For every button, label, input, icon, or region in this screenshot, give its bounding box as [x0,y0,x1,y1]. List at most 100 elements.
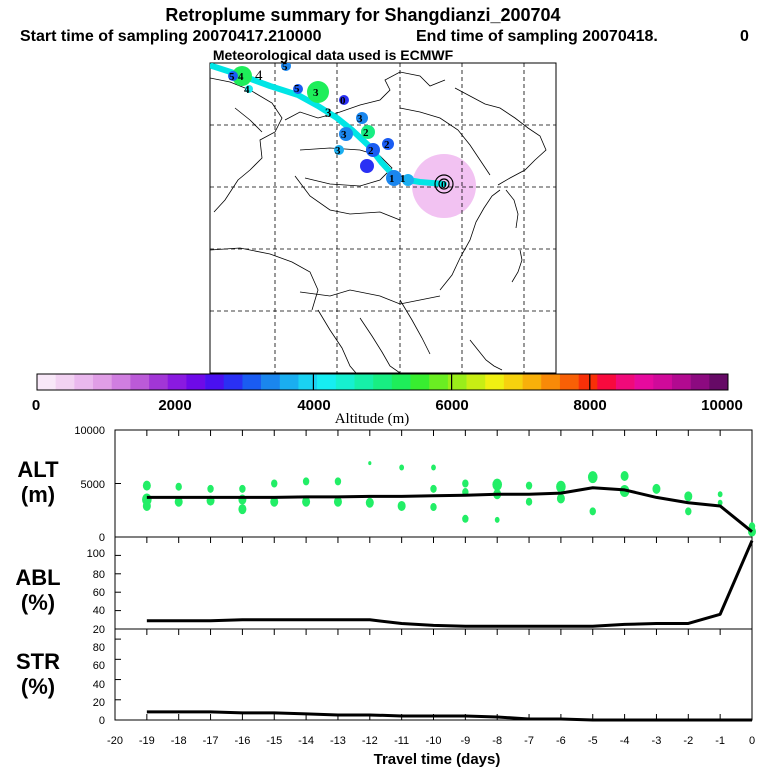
track-label: 3 [341,129,347,141]
alt-cluster-point [271,479,278,488]
alt-cluster-point [587,471,598,484]
colorbar-swatch [186,374,206,390]
colorbar-swatch [466,374,486,390]
colorbar-swatch [298,374,318,390]
colorbar-swatch [485,374,505,390]
x-tick-label: 0 [749,735,755,747]
alt-cluster-point [175,482,182,491]
str-panel-label: STR [16,649,60,674]
x-tick-label: -8 [492,735,502,747]
colorbar-swatch [578,374,598,390]
colorbar-swatch [671,374,691,390]
track-label: 4 [255,68,263,84]
day-marker [334,145,344,155]
abl-ytick: 100 [87,548,105,560]
day-marker [382,138,394,150]
alt-cluster-point [525,481,533,490]
x-tick-label: -16 [234,735,250,747]
alt-cluster-point [556,493,565,504]
x-tick-label: -19 [139,735,155,747]
abl-panel-frame [114,536,753,630]
alt-cluster-point [685,507,692,516]
track-label: 3 [335,145,341,157]
abl-panel-unit: (%) [21,590,55,615]
abl-ytick: 80 [93,569,105,581]
colorbar-swatch [522,374,542,390]
axis-ticks [114,429,753,721]
track-label: 0 [340,95,346,107]
colorbar-swatch [55,374,75,390]
day-marker [356,112,368,124]
alt-cluster-point [399,464,405,471]
alt-ytick: 5000 [81,479,105,491]
colorbar-tick: 0 [32,397,40,414]
x-tick-label: -13 [330,735,346,747]
day-marker [293,84,303,94]
alt-panel-label: ALT [17,457,59,482]
colorbar-swatch [93,374,113,390]
colorbar-swatch [653,374,673,390]
alt-cluster-point [525,497,533,506]
alt-cluster-point [142,480,151,491]
map-frame [209,62,557,374]
track-label: 4 [244,84,250,96]
x-tick-label: -9 [460,735,470,747]
str-ytick: 0 [99,715,105,727]
abl-yticks: 100 80 60 40 20 [87,548,105,636]
x-axis-label: Travel time (days) [374,751,501,768]
alt-cluster-point [556,480,566,493]
x-tick-label: -3 [652,735,662,747]
alt-cluster-point [620,471,629,482]
x-tick-label: -1 [715,735,725,747]
alt-cluster-point [652,483,661,494]
colorbar-swatch [541,374,561,390]
map-coastlines [210,71,547,373]
alt-cluster-point [365,497,374,508]
alt-scatter [142,461,756,537]
colorbar-frame [36,373,729,391]
alt-cluster-point [462,514,469,523]
colorbar-swatch [261,374,281,390]
x-tick-labels: -20 -19 -18 -17 -16 -15 -14 -13 -12 -11 -10 -9 -8 -7-… [107,735,755,747]
x-tick-label: -5 [588,735,598,747]
release-marker-inner [438,178,450,190]
colorbar-swatch [709,374,729,390]
alt-cluster-point [239,484,246,493]
alt-cluster-point [238,504,247,515]
alt-ytick: 0 [99,532,105,544]
panel-lines [146,486,754,722]
x-tick-label: -20 [107,735,123,747]
alt-cluster-point [684,491,693,502]
colorbar-swatch [447,374,467,390]
alt-panel-unit: (m) [21,482,55,507]
alt-cluster-point [494,516,500,523]
abl-ytick: 20 [93,624,105,636]
colorbar-ticks: 0 2000 4000 6000 8000 10000 [32,397,743,414]
str-panel-frame [114,628,753,721]
str-ytick: 40 [93,679,105,691]
colorbar-tick: 10000 [701,397,743,414]
colorbar-swatch [279,374,299,390]
colorbar-swatch [503,374,523,390]
track-label: 1 [389,173,395,185]
colorbar-swatch [429,374,449,390]
day-marker [386,170,402,186]
alt-cluster-point [462,479,469,488]
track-label: 3 [313,87,319,99]
alt-cluster-point [717,491,723,498]
x-tick-label: -10 [426,735,442,747]
str-ytick: 80 [93,642,105,654]
alt-cluster-point [748,522,756,531]
alt-cluster-point [333,496,342,507]
alt-cluster-point [174,496,183,507]
abl-ytick: 60 [93,587,105,599]
track-label: 3 [325,105,332,120]
colorbar-swatch [37,374,56,390]
colorbar-swatch [335,374,355,390]
str-ytick: 20 [93,697,105,709]
colorbar-swatch [410,374,430,390]
x-tick-label: -6 [556,735,566,747]
track-label: 2 [363,127,369,139]
day-marker [360,159,374,173]
